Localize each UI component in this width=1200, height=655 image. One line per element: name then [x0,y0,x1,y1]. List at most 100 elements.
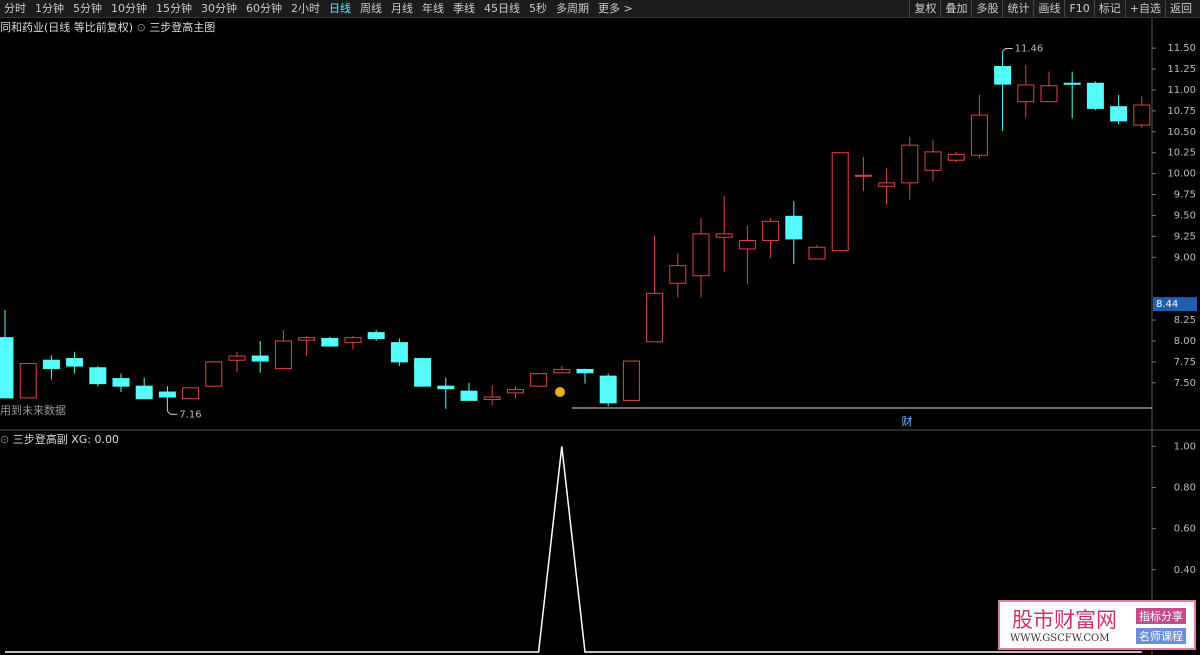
candle-body [762,220,780,242]
candle-body [414,358,432,387]
candle-body [715,233,733,238]
candle-body [1110,106,1128,122]
y-tick-label: 8.00 [1174,336,1196,347]
candle-body [89,367,107,385]
wm-tag: 名师课程 [1136,628,1186,644]
icon: ⊙ [136,21,146,34]
wm-url: WWW.GSCFW.COM [1010,633,1110,644]
period-tab[interactable]: 45日线 [484,2,520,15]
candle-body [42,359,60,370]
period-tab[interactable]: 更多 > [598,2,633,15]
candle-body [1017,84,1035,103]
candle-body [19,363,37,399]
period-tab[interactable]: 周线 [360,2,382,15]
candle-body [1086,82,1104,109]
period-tab[interactable]: 日线 [329,2,351,15]
sub-value: XG: 0.00 [71,433,119,446]
money-icon [555,387,565,397]
indicator-line [5,446,1142,653]
watermark: 股市财富网 WWW.GSCFW.COM 指标分享 名师课程 [998,600,1196,650]
candle-body [901,144,919,184]
candle-body [970,114,988,156]
stock-title: 同和药业(日线 等比前复权) ⊙ 三步登高主图 [0,19,215,35]
y-tick-label: 9.50 [1174,210,1196,221]
candle-body [321,337,339,347]
candle-body [553,368,571,374]
tool-button[interactable]: F10 [1064,0,1093,17]
low-label: 7.16 [179,409,201,420]
candle-body [344,337,362,344]
tool-button[interactable]: 标记 [1093,0,1125,17]
low-pointer [167,410,178,415]
tool-button[interactable]: 统计 [1002,0,1033,17]
candle-body [692,233,710,277]
period-tab[interactable]: 15分钟 [156,2,192,15]
y-tick-label: 9.25 [1174,231,1196,242]
period-tab[interactable]: 月线 [391,2,413,15]
candle-body [251,355,269,362]
candle-body [622,360,640,401]
high-label: 11.46 [1015,43,1044,54]
y-tick-label: 10.00 [1167,169,1196,180]
candle-body [947,153,965,161]
y-tick-label: 10.25 [1167,148,1196,159]
period-tab[interactable]: 1分钟 [35,2,64,15]
period-tab[interactable]: 季线 [453,2,475,15]
period-tab[interactable]: 2小时 [291,2,320,15]
sub-title: ⊙ 三步登高副 XG: 0.00 [0,431,119,447]
period-tab[interactable]: 年线 [422,2,444,15]
y-tick-label: 10.75 [1167,106,1196,117]
candle-body [66,358,84,367]
y-tick-label: 1.00 [1174,441,1196,452]
candle-body [158,391,176,398]
candle-body [924,151,942,171]
candle-body [669,265,687,284]
tool-button[interactable]: +自选 [1124,0,1165,17]
y-tick-label: 0.40 [1174,565,1196,576]
marker-label: 财 [902,414,913,428]
sub-indicator: 三步登高副 [12,433,68,446]
candle-body [112,378,130,387]
period-tab[interactable]: 60分钟 [246,2,282,15]
tool-button[interactable]: 复权 [909,0,940,17]
current-price-box [1153,297,1197,312]
toolbar: 分时 1分钟 5分钟 10分钟 15分钟 30分钟 60分钟 2小时 日线 周线 月线 年线 季线 45日… [0,0,1200,18]
y-tick-label: 0.80 [1174,483,1196,494]
candle-body [831,152,849,252]
period-tabs: 分时 1分钟 5分钟 10分钟 15分钟 30分钟 60分钟 2小时 日线 周线 月线 年线 季线 45日… [4,0,633,17]
y-tick-label: 10.50 [1167,127,1196,138]
candle-body [506,389,524,394]
candle-body [274,340,292,370]
current-price-label: 8.44 [1156,299,1178,310]
y-tick-label: 9.75 [1174,190,1196,201]
period-tab[interactable]: 5分钟 [73,2,102,15]
candle-body [135,385,153,400]
candle-body [1063,82,1081,85]
y-tick-label: 7.50 [1174,378,1196,389]
candle-body [785,215,803,240]
candle-body [599,375,617,404]
stock-name: 同和药业(日线 等比前复权) [0,21,134,34]
tool-button[interactable]: 多股 [971,0,1002,17]
period-tab[interactable]: 分时 [4,2,26,15]
tool-button[interactable]: 叠加 [940,0,971,17]
y-tick-label: 11.25 [1167,64,1196,75]
tool-button[interactable]: 返回 [1165,0,1196,17]
main-indicator: 三步登高主图 [149,21,216,34]
period-tab[interactable]: 10分钟 [111,2,147,15]
tool-button[interactable]: 画线 [1033,0,1064,17]
y-tick-label: 8.25 [1174,315,1196,326]
candle-body [483,396,501,401]
period-tab[interactable]: 5秒 [529,2,547,15]
candle-body [576,368,594,374]
period-tab[interactable]: 多周期 [556,2,589,15]
candle-body [367,332,385,339]
candle-body [646,292,664,343]
candle-body [994,66,1012,85]
period-tab[interactable]: 30分钟 [201,2,237,15]
icon: ⊙ [0,433,10,446]
candle-body [205,361,223,387]
candle-body [1040,85,1058,103]
